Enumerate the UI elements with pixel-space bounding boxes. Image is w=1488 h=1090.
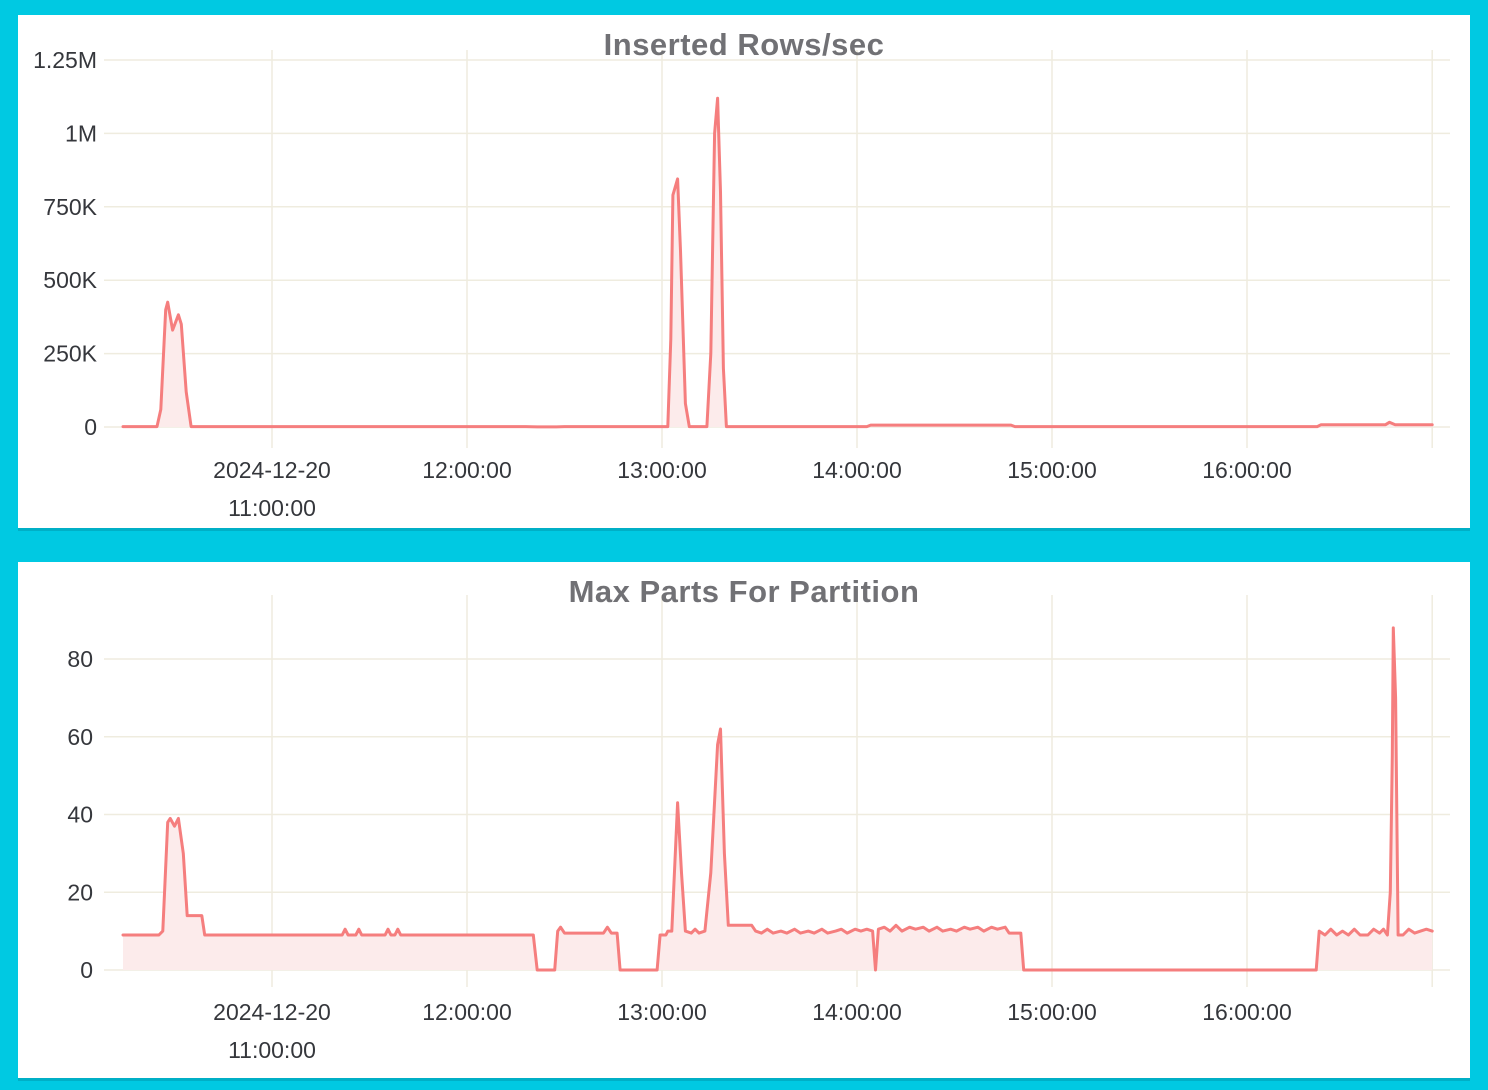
- x-tick-label: 12:00:00: [422, 999, 512, 1025]
- x-tick-label: 15:00:00: [1007, 457, 1097, 483]
- x-tick-label: 2024-12-20: [213, 457, 331, 483]
- y-tick-label: 750K: [43, 194, 97, 220]
- y-tick-label: 80: [67, 646, 93, 672]
- series-area: [123, 98, 1433, 427]
- x-tick-label: 16:00:00: [1202, 999, 1292, 1025]
- x-tick-label: 13:00:00: [617, 457, 707, 483]
- y-tick-label: 60: [67, 724, 93, 750]
- y-tick-label: 20: [67, 879, 93, 905]
- inserted-rows-chart: 1.25M 1M 750K 500K 250K 0 2024-12-20 11:00:00 12…: [33, 47, 1450, 521]
- series-line: [121, 96, 1434, 429]
- x-tick-label: 11:00:00: [228, 1037, 316, 1063]
- y-tick-label: 1M: [65, 120, 97, 146]
- x-tick-label: 15:00:00: [1007, 999, 1097, 1025]
- y-tick-label: 500K: [43, 267, 97, 293]
- x-tick-label: 11:00:00: [228, 495, 316, 521]
- y-tick-label: 0: [84, 414, 97, 440]
- x-tick-label: 14:00:00: [812, 999, 902, 1025]
- chart-panel-inserted-rows: Inserted Rows/sec 1.25M 1M 750K 500K 250K 0 20…: [18, 15, 1470, 528]
- y-tick-label: 40: [67, 802, 93, 828]
- x-tick-label: 16:00:00: [1202, 457, 1292, 483]
- x-tick-label: 14:00:00: [812, 457, 902, 483]
- series-area: [123, 627, 1433, 970]
- x-tick-label: 13:00:00: [617, 999, 707, 1025]
- series-line: [121, 626, 1434, 972]
- chart-panel-max-parts: Max Parts For Partition 80 60 40 20 0 2024-12…: [18, 562, 1470, 1078]
- x-tick-label: 12:00:00: [422, 457, 512, 483]
- y-tick-label: 0: [80, 957, 93, 983]
- max-parts-chart: 80 60 40 20 0 2024-12-20 11:00:00 12:00:00 13:00…: [67, 595, 1450, 1063]
- y-tick-label: 1.25M: [33, 47, 97, 73]
- x-tick-label: 2024-12-20: [213, 999, 331, 1025]
- y-tick-label: 250K: [43, 341, 97, 367]
